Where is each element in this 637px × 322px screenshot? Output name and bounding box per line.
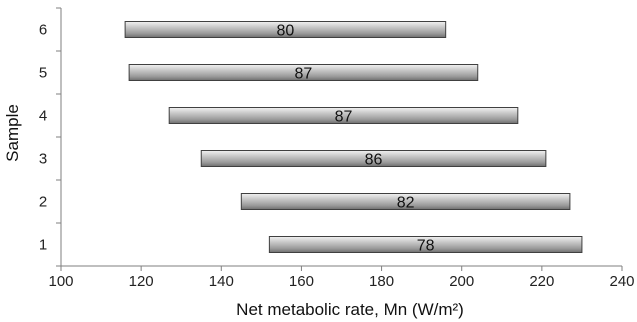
bar-data-label: 82 — [397, 195, 415, 212]
bar-data-label: 86 — [365, 152, 383, 169]
x-tick-label: 220 — [529, 273, 554, 290]
y-tick-label: 5 — [39, 65, 47, 82]
x-axis-title: Net metabolic rate, Mn (W/m²) — [236, 300, 464, 319]
y-tick-label: 2 — [39, 194, 47, 211]
bar-data-label: 87 — [295, 66, 313, 83]
range-bar — [168, 107, 519, 124]
x-tick-label: 200 — [449, 273, 474, 290]
x-tick-label: 180 — [369, 273, 394, 290]
range-bar — [240, 193, 571, 210]
bar-data-label: 80 — [277, 23, 295, 40]
bar-data-label: 87 — [335, 109, 353, 126]
range-bar — [124, 21, 447, 38]
x-tick-label: 140 — [209, 273, 234, 290]
y-tick-label: 4 — [39, 108, 47, 125]
x-tick-label: 240 — [609, 273, 634, 290]
y-axis-title: Sample — [3, 104, 22, 162]
bar-data-label: 78 — [417, 238, 435, 255]
range-bar — [268, 236, 583, 253]
x-tick-label: 100 — [48, 273, 73, 290]
range-bar — [200, 150, 547, 167]
y-tick-label: 6 — [39, 22, 47, 39]
range-bar — [128, 64, 479, 81]
x-tick-label: 120 — [129, 273, 154, 290]
x-tick-label: 160 — [289, 273, 314, 290]
y-tick-label: 3 — [39, 151, 47, 168]
plot-area: 100 120 140 160 180 200 220 240 1 2 3 4 5 6 78 82 86 87 87… — [39, 7, 635, 290]
y-tick-label: 1 — [39, 237, 47, 254]
